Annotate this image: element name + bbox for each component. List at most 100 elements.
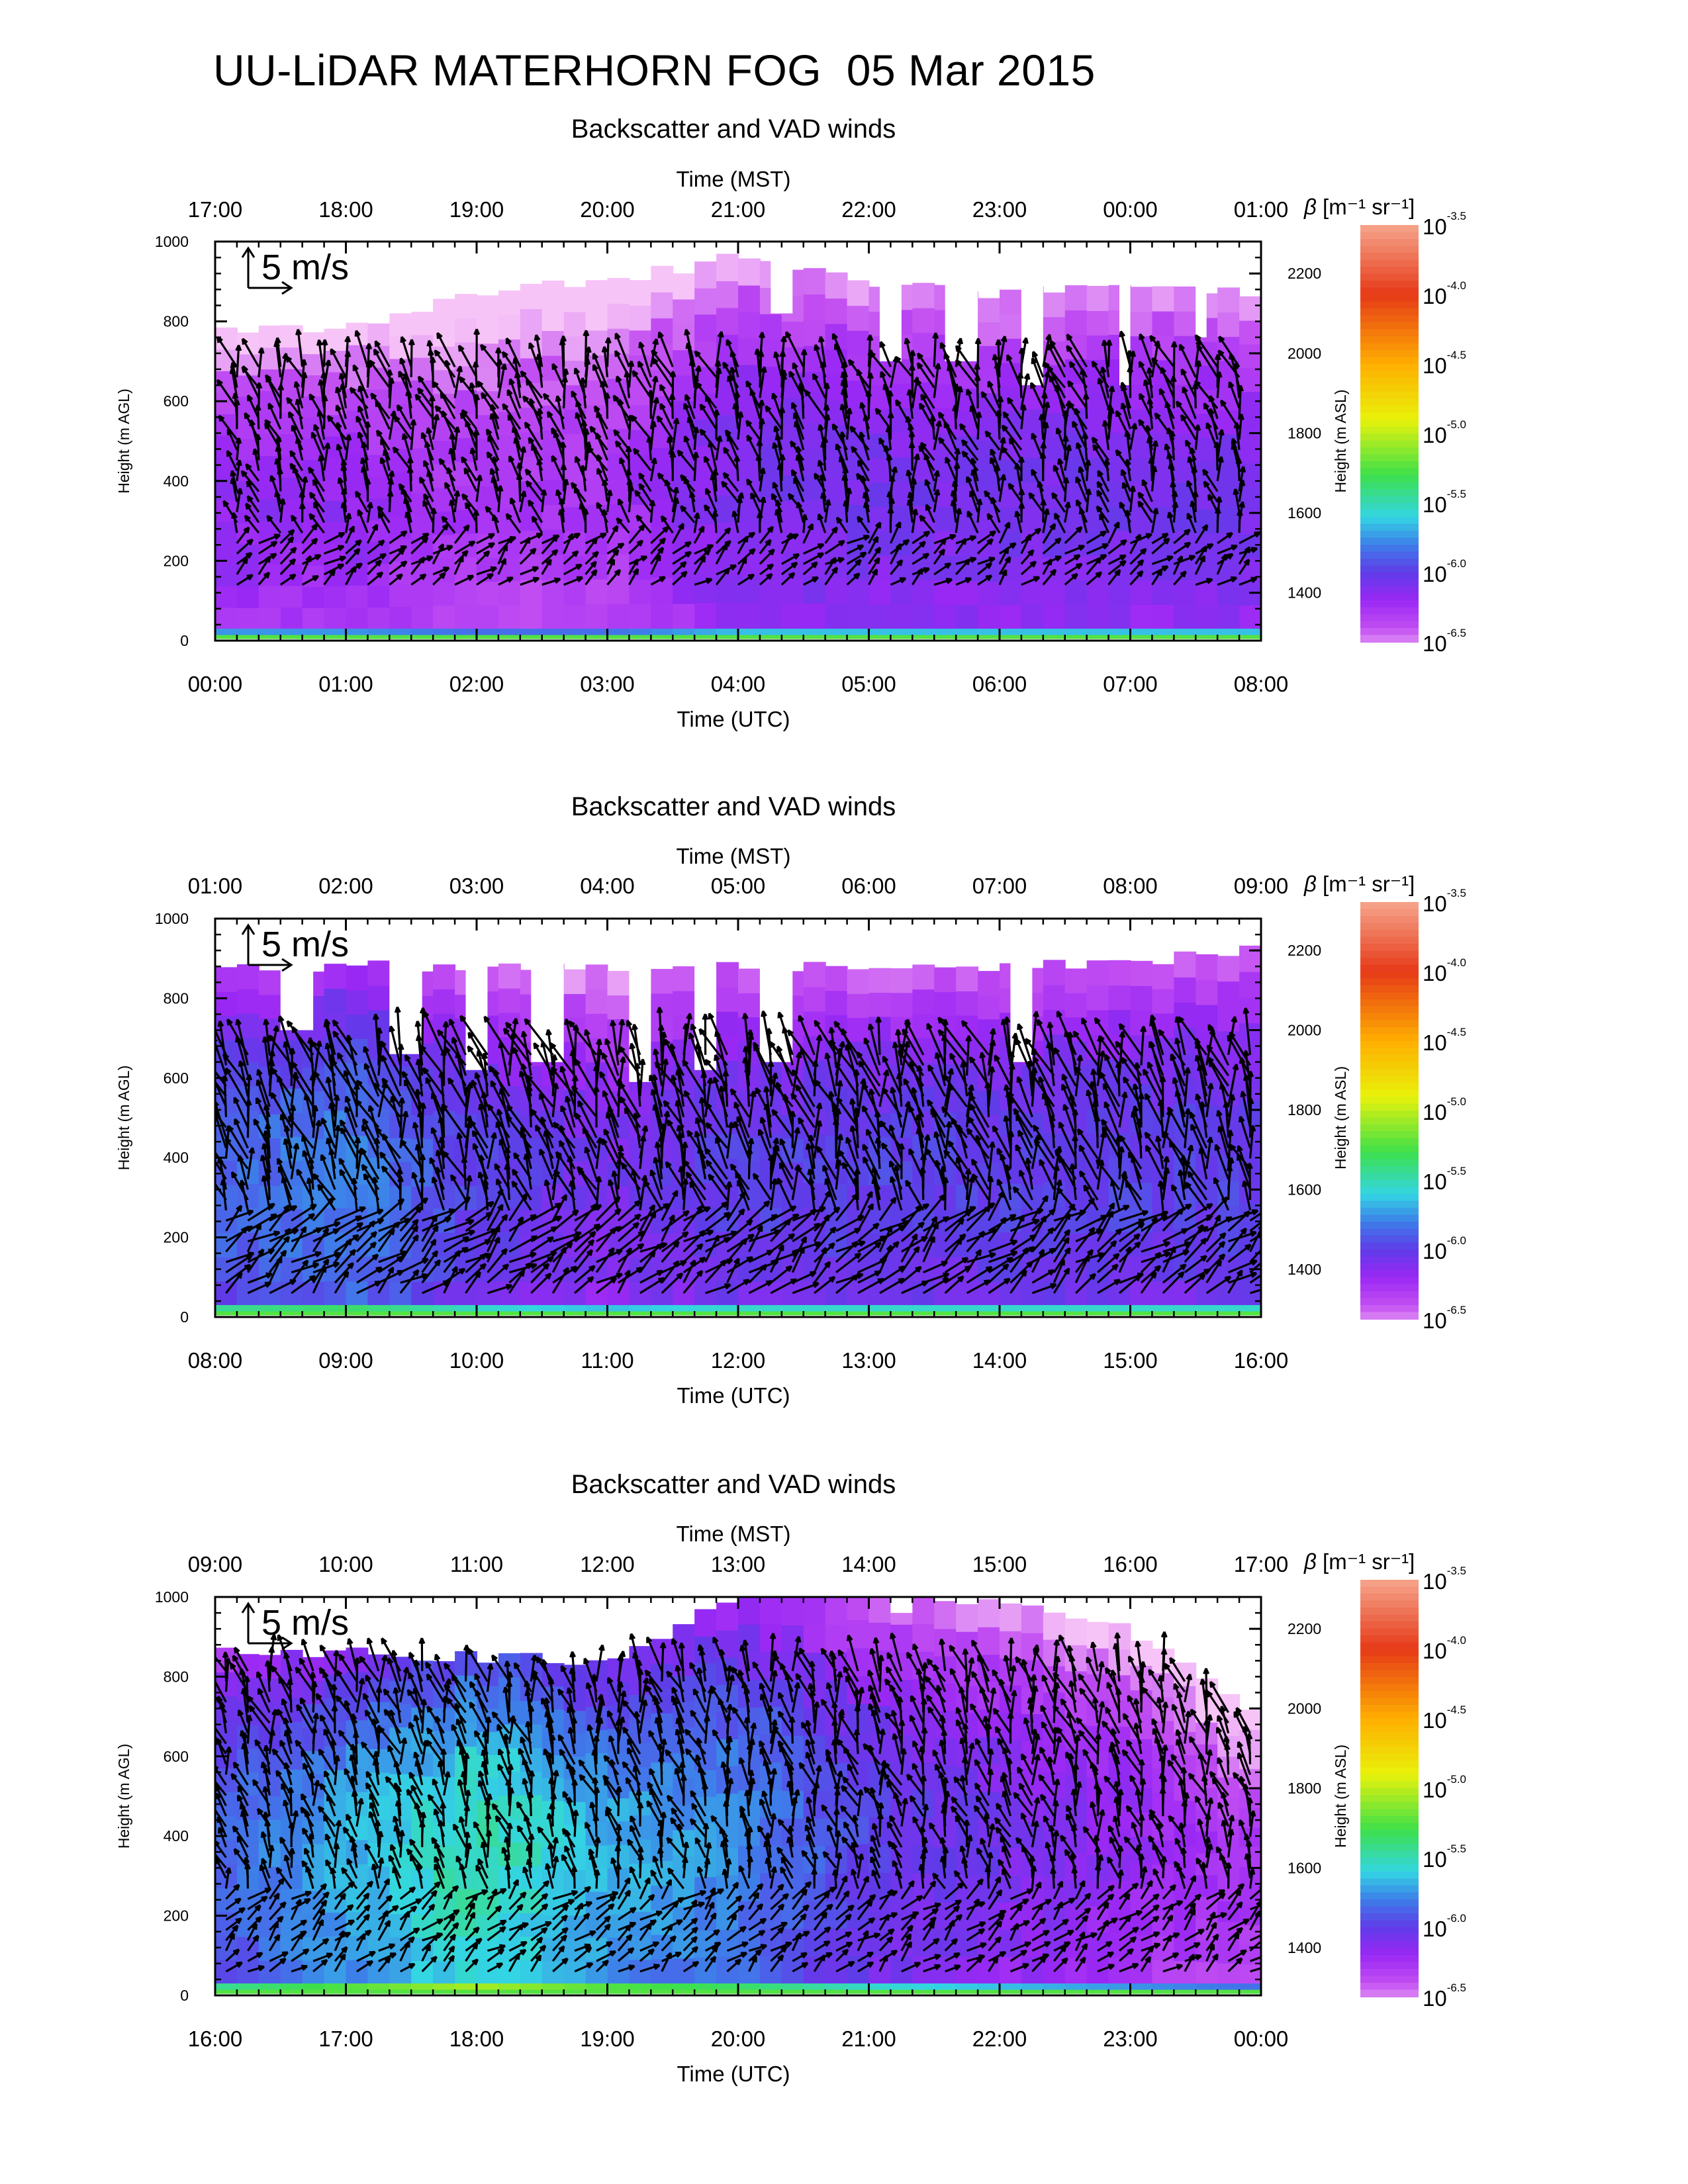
y-tick-label-left: 0 [180, 632, 189, 649]
scale-arrow-label: 5 m/s [261, 925, 349, 964]
wind-arrow-head [673, 418, 680, 425]
wind-arrow [727, 375, 739, 409]
wind-arrow [363, 1046, 380, 1087]
wind-arrow [1158, 1029, 1186, 1066]
wind-arrow [687, 416, 696, 440]
wind-arrow-head [1011, 1032, 1019, 1040]
wind-arrow-head [829, 1039, 836, 1047]
wind-arrow-head [575, 1231, 582, 1238]
wind-arrow [1007, 397, 1023, 420]
wind-arrow [1015, 1115, 1033, 1149]
wind-arrow [1249, 1221, 1261, 1232]
wind-arrow-head [465, 1175, 473, 1182]
wind-arrow [247, 1213, 277, 1232]
wind-arrow-head [246, 480, 253, 488]
wind-arrow-head [230, 361, 237, 369]
wind-arrow [1020, 561, 1037, 576]
wind-arrow [856, 1052, 881, 1087]
wind-arrow-head [1252, 1209, 1259, 1216]
wind-arrow [990, 449, 1001, 471]
wind-arrow [453, 550, 469, 565]
scale-arrow-label: 5 m/s [261, 248, 349, 287]
wind-arrow-head [337, 563, 345, 570]
wind-arrow [1086, 554, 1107, 565]
wind-arrow-head [772, 441, 778, 449]
wind-arrow [1099, 514, 1110, 533]
wind-arrow-head [283, 1236, 291, 1243]
colorbar-tick-label: 10-4.0 [1423, 956, 1466, 985]
wind-arrow-head [295, 328, 302, 336]
wind-arrow [502, 403, 522, 430]
wind-arrow [1063, 1104, 1077, 1138]
colorbar-swatch [1360, 1180, 1419, 1188]
wind-arrow-head [270, 553, 277, 560]
wind-arrow-head [575, 412, 581, 419]
wind-arrow-head [975, 1249, 982, 1256]
wind-arrow [1121, 382, 1132, 409]
wind-arrow-head [682, 1210, 690, 1217]
scale-arrow [241, 246, 293, 295]
wind-arrow-head [934, 1052, 941, 1059]
wind-arrow-head [1076, 1128, 1084, 1136]
wind-arrow-head [854, 1252, 862, 1259]
wind-arrow [256, 1079, 271, 1118]
wind-arrow-head [506, 388, 513, 396]
wind-arrow [1162, 1263, 1187, 1284]
x-tick-label-top: 05:00 [711, 874, 766, 898]
wind-arrow [746, 478, 761, 502]
wind-arrow-head [1177, 1016, 1184, 1023]
wind-arrow-head [659, 576, 666, 583]
wind-arrow [1150, 508, 1158, 533]
wind-arrow-head [302, 1150, 308, 1157]
wind-arrow-head [989, 1251, 996, 1259]
wind-arrow [369, 359, 391, 388]
wind-arrow-head [1033, 1056, 1039, 1064]
wind-arrow-head [479, 1263, 487, 1270]
wind-arrow [1129, 548, 1147, 565]
wind-arrow-head [559, 1066, 567, 1073]
wind-arrow-head [1144, 1093, 1151, 1100]
wind-arrow-head [1003, 1084, 1010, 1091]
wind-arrow [988, 1278, 1011, 1295]
data-gap [879, 242, 902, 361]
wind-arrow-head [841, 1161, 849, 1169]
wind-arrow [726, 1256, 753, 1273]
x-tick-label-top: 09:00 [1234, 874, 1289, 898]
wind-arrow [1159, 1100, 1164, 1138]
data-gap [771, 242, 793, 314]
wind-arrow [683, 1090, 707, 1128]
wind-arrow-head [468, 540, 476, 547]
wind-arrow [820, 336, 827, 367]
wind-arrow [231, 478, 238, 502]
wind-arrow-head [595, 1038, 602, 1046]
wind-arrow-head [508, 455, 515, 463]
wind-arrow-head [814, 1019, 821, 1027]
wind-arrow [563, 550, 579, 565]
wind-arrow [422, 1208, 455, 1222]
wind-arrow [750, 492, 761, 513]
wind-arrow [1076, 442, 1088, 471]
wind-arrow-head [502, 1027, 510, 1035]
wind-arrow [574, 1276, 594, 1295]
wind-arrow-head [729, 367, 736, 374]
wind-arrow [595, 1176, 600, 1210]
wind-arrow [926, 1023, 947, 1066]
wind-arrow-head [412, 1234, 419, 1242]
wind-arrow [573, 1239, 594, 1263]
wind-arrow [824, 567, 838, 586]
wind-arrow [877, 1017, 881, 1055]
wind-arrow [1097, 1253, 1120, 1273]
wind-arrow-head [369, 1241, 377, 1249]
wind-arrow [508, 1214, 537, 1232]
wind-arrow [487, 1226, 500, 1252]
wind-arrow [987, 1142, 994, 1179]
wind-arrow [1042, 402, 1049, 430]
wind-arrow-head [396, 573, 404, 580]
wind-arrow [241, 366, 260, 388]
wind-arrow-head [235, 344, 242, 351]
colorbar-swatch [1360, 621, 1419, 629]
wind-arrow-head [337, 477, 344, 484]
wind-arrow [339, 1169, 358, 1201]
wind-arrow [748, 1230, 780, 1243]
wind-arrow-head [970, 535, 977, 542]
